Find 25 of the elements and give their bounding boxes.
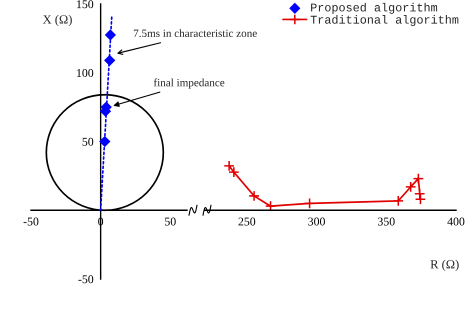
point	[412, 173, 424, 184]
point	[228, 166, 240, 178]
y-tick-label: 100	[77, 68, 94, 77]
point	[392, 195, 404, 207]
annotation: final impedance	[154, 78, 224, 89]
point	[248, 190, 260, 202]
x-tick-label: 250	[238, 218, 256, 226]
annotation: 7.5ms in characteristic zone	[134, 29, 257, 38]
y-axis-title: X (Ω)	[42, 14, 72, 26]
point	[414, 194, 426, 205]
point	[405, 181, 416, 192]
x-tick-label: 50	[165, 218, 176, 226]
x-tick-label: 400	[447, 218, 464, 226]
point	[304, 198, 316, 209]
x-tick-label: 350	[378, 218, 395, 226]
y-tick-label: 150	[77, 0, 94, 8]
y-tick-label: -50	[78, 275, 94, 284]
point	[414, 188, 426, 200]
point	[223, 160, 235, 172]
y-tick-label: 50	[82, 138, 94, 146]
x-tick-label: 300	[308, 218, 325, 226]
x-tick-label: -50	[24, 218, 38, 226]
legend-label: Traditional algorithm	[310, 15, 458, 26]
legend-label: Proposed algorithm	[311, 2, 438, 14]
x-axis-title: R (Ω)	[430, 260, 459, 272]
